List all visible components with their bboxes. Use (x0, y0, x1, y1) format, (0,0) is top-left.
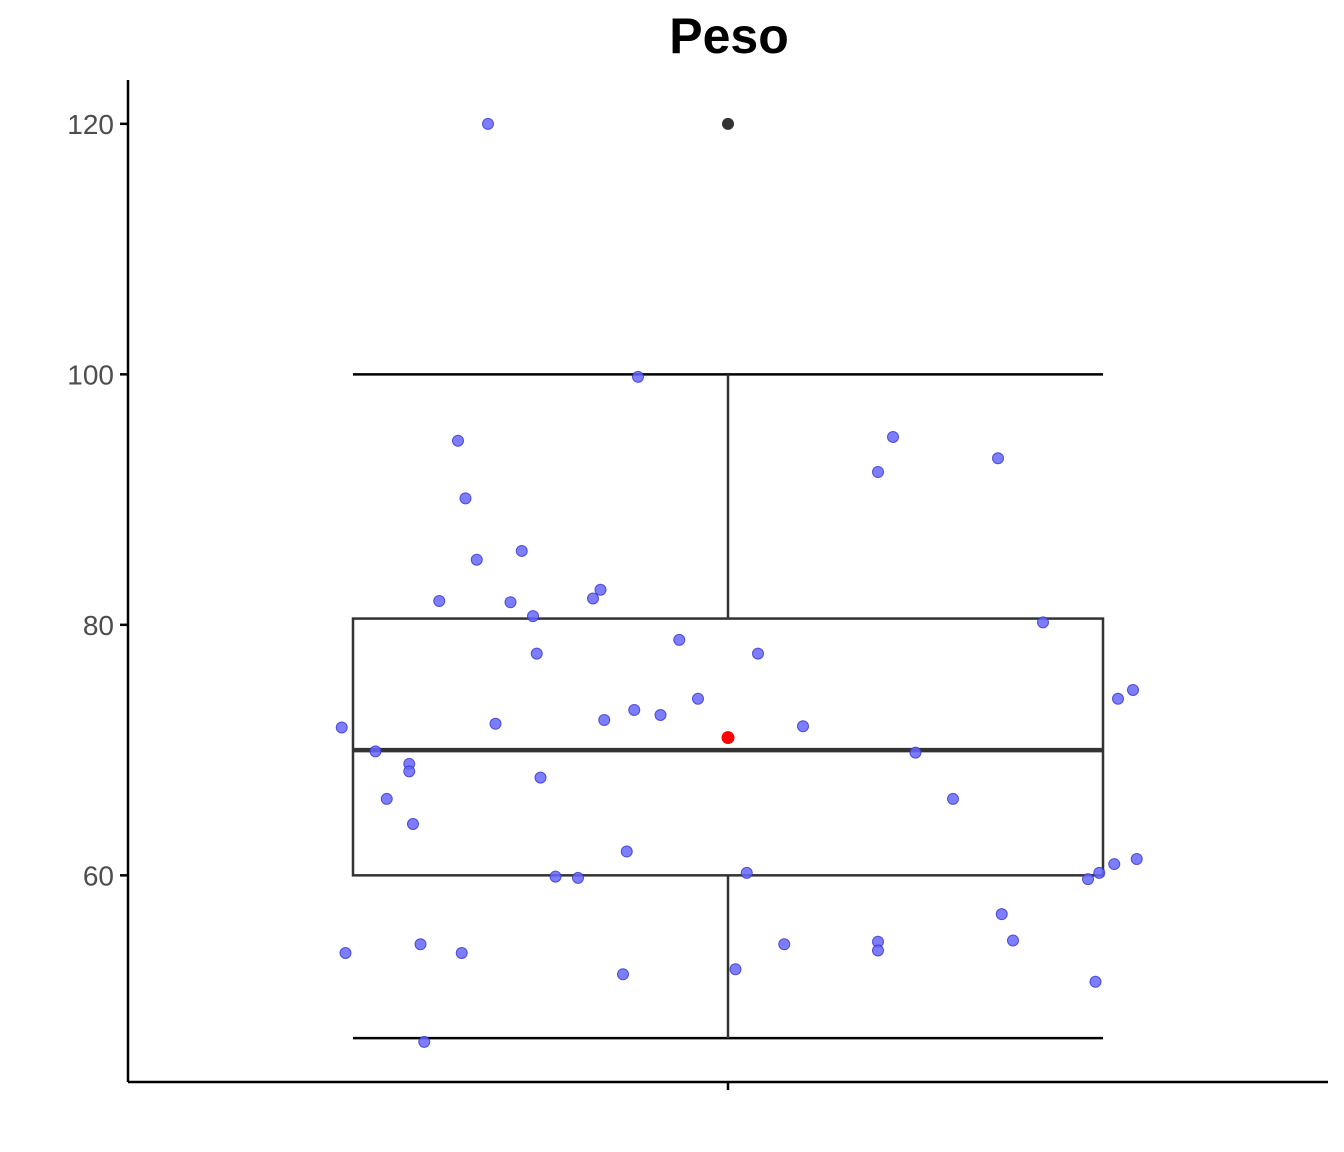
data-point (1108, 858, 1121, 871)
y-tick-label: 120 (67, 109, 114, 140)
data-point (673, 633, 686, 646)
data-point (452, 434, 464, 447)
data-point (797, 720, 809, 733)
data-point (418, 1035, 431, 1048)
data-point (620, 845, 633, 858)
axes: 60 80 100 120 (67, 80, 1328, 1090)
data-point (339, 946, 352, 959)
data-point (1089, 975, 1102, 988)
data-point (594, 583, 607, 596)
data-point (887, 430, 899, 443)
y-tick-label: 60 (83, 860, 114, 891)
data-point (1082, 873, 1094, 886)
data-point (1037, 616, 1049, 629)
data-point (407, 817, 419, 830)
data-point (587, 592, 599, 605)
data-point (335, 721, 348, 734)
data-point (433, 595, 446, 608)
data-point (527, 610, 539, 623)
data-point (459, 492, 472, 505)
outlier-point (722, 117, 734, 130)
data-point (872, 466, 884, 479)
data-point (740, 866, 753, 879)
data-point (654, 709, 667, 722)
data-point (380, 792, 393, 805)
data-point (482, 117, 494, 130)
data-point (504, 596, 517, 609)
data-point (1127, 683, 1139, 696)
data-point (1112, 692, 1124, 705)
data-point (549, 870, 562, 883)
data-point (729, 963, 742, 976)
data-point (414, 938, 427, 951)
data-point (909, 746, 922, 759)
data-point (1093, 866, 1106, 879)
data-point (632, 370, 644, 383)
iqr-box (351, 617, 1105, 877)
data-point (403, 765, 416, 778)
data-point (572, 871, 584, 884)
data-point (628, 704, 641, 717)
data-point (369, 745, 382, 758)
data-point (872, 944, 884, 957)
data-point (1130, 853, 1143, 866)
data-point (515, 544, 528, 557)
data-point (947, 792, 959, 805)
data-point (778, 938, 791, 951)
data-point (692, 692, 704, 705)
data-point (992, 452, 1004, 465)
mean-point (721, 731, 735, 745)
data-point (530, 647, 543, 660)
y-tick-label: 100 (67, 359, 114, 390)
data-point (752, 647, 764, 660)
data-point (489, 717, 502, 730)
plot-area (335, 117, 1143, 1048)
data-point (617, 968, 629, 981)
chart-title: Peso (669, 8, 789, 64)
data-point (598, 714, 611, 727)
y-tick-label: 80 (83, 610, 114, 641)
data-point (1007, 934, 1019, 947)
data-point (534, 771, 547, 784)
data-point (455, 946, 468, 959)
data-point (995, 908, 1008, 921)
data-point (470, 553, 483, 566)
